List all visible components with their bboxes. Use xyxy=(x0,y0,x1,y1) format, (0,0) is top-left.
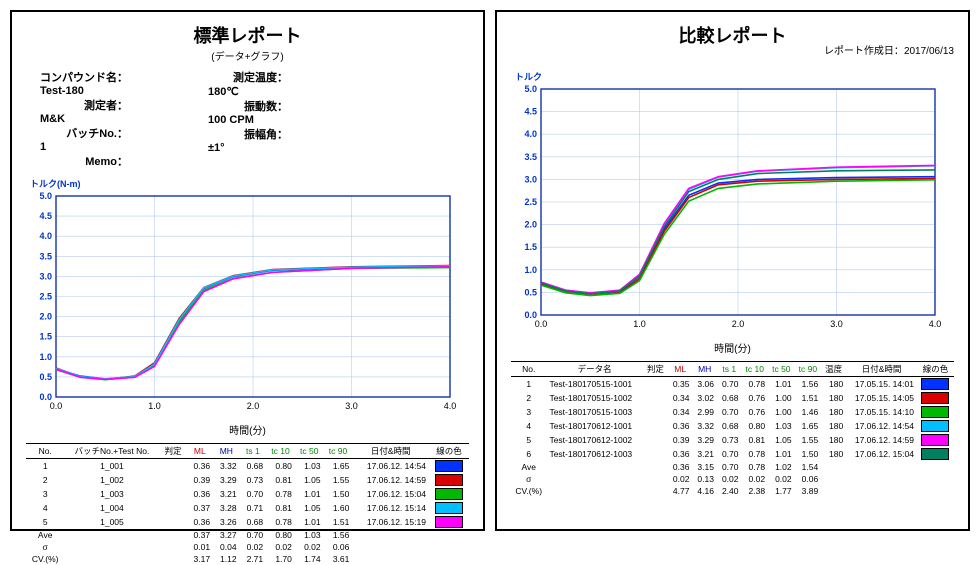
svg-text:2.5: 2.5 xyxy=(39,292,52,302)
x-axis-label: 時間(分) xyxy=(511,340,954,355)
svg-text:1.5: 1.5 xyxy=(524,242,537,252)
panel-title: 標準レポート xyxy=(26,22,469,48)
svg-text:5.0: 5.0 xyxy=(524,84,537,94)
y-axis-label: トルク xyxy=(515,70,954,83)
svg-text:2.0: 2.0 xyxy=(732,319,745,329)
standard-report-panel: 標準レポート (データ+グラフ) コンパウンド名： Test-180 測定者： … xyxy=(10,10,485,531)
svg-text:4.0: 4.0 xyxy=(444,401,456,411)
data-table: No.バッチNo.+Test No.判定MLMHts 1tc 10tc 50tc… xyxy=(26,443,469,565)
svg-text:4.5: 4.5 xyxy=(524,107,537,117)
svg-text:1.0: 1.0 xyxy=(148,401,161,411)
svg-text:1.0: 1.0 xyxy=(633,319,646,329)
y-axis-label: トルク(N-m) xyxy=(30,177,469,190)
svg-text:4.5: 4.5 xyxy=(39,211,52,221)
data-table: No.データ名判定MLMHts 1tc 10tc 50tc 90温度日付&時間線… xyxy=(511,361,954,497)
svg-text:4.0: 4.0 xyxy=(524,129,537,139)
svg-text:1.5: 1.5 xyxy=(39,332,52,342)
chart-container: トルク 0.00.51.01.52.02.53.03.54.04.55.00.0… xyxy=(511,70,954,355)
svg-text:0.5: 0.5 xyxy=(39,372,52,382)
x-axis-label: 時間(分) xyxy=(26,422,469,437)
chart-container: トルク(N-m) 0.0 0.5 1.0 1.5 2.0 2.5 3.0 3.5 4.0 4.5 5… xyxy=(26,177,469,437)
svg-text:2.0: 2.0 xyxy=(247,401,260,411)
svg-text:2.0: 2.0 xyxy=(524,220,537,230)
svg-text:5.0: 5.0 xyxy=(39,191,52,201)
comparison-report-panel: 比較レポート レポート作成日：2017/06/13 トルク 0.00.51.01… xyxy=(495,10,970,531)
svg-text:4.0: 4.0 xyxy=(929,319,941,329)
report-date: レポート作成日：2017/06/13 xyxy=(824,42,954,57)
svg-text:0.0: 0.0 xyxy=(535,319,548,329)
svg-text:3.5: 3.5 xyxy=(524,152,537,162)
torque-chart: 0.00.51.01.52.02.53.03.54.04.55.00.01.02… xyxy=(26,190,456,415)
svg-text:3.0: 3.0 xyxy=(830,319,843,329)
metadata-block: コンパウンド名： Test-180 測定者： M&K バッチNo.： 1 Mem… xyxy=(40,69,469,169)
svg-text:1.0: 1.0 xyxy=(39,352,52,362)
svg-text:4.0: 4.0 xyxy=(39,231,52,241)
svg-text:2.5: 2.5 xyxy=(524,197,537,207)
panel-subtitle: (データ+グラフ) xyxy=(26,48,469,63)
svg-text:3.0: 3.0 xyxy=(345,401,358,411)
svg-text:0.5: 0.5 xyxy=(524,287,537,297)
svg-text:3.0: 3.0 xyxy=(39,271,52,281)
svg-text:3.5: 3.5 xyxy=(39,251,52,261)
svg-text:2.0: 2.0 xyxy=(39,312,52,322)
torque-chart: 0.00.51.01.52.02.53.03.54.04.55.00.01.02… xyxy=(511,83,941,333)
svg-text:3.0: 3.0 xyxy=(524,174,537,184)
svg-text:0.0: 0.0 xyxy=(50,401,63,411)
svg-text:1.0: 1.0 xyxy=(524,265,537,275)
